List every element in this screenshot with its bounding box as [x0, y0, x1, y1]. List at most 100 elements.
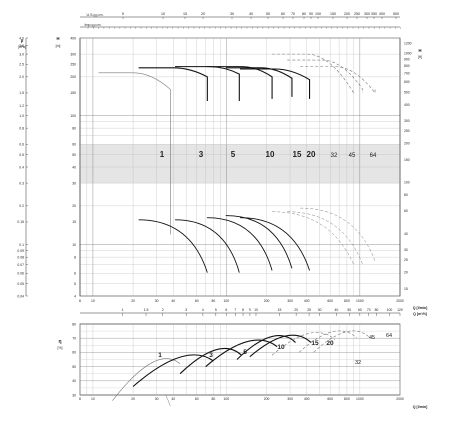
pressure-tick-label: 0.15	[17, 220, 24, 224]
eff-axis-title: [%]	[58, 346, 63, 350]
pressure-tick-label: 0.08	[17, 255, 24, 259]
top-tick-label: 60	[281, 12, 285, 16]
eff-x-tick-label: 200	[264, 397, 270, 401]
pressure-tick-label: 3.5	[19, 44, 24, 48]
pressure-tick-label: 0.4	[19, 165, 24, 169]
ft-tick-label: 900	[404, 57, 410, 61]
head-tick-label: 400	[70, 36, 76, 40]
head-tick-label: 250	[70, 63, 76, 67]
eff-series-label-20: 20	[326, 340, 334, 347]
eff-tick-label: 40	[72, 379, 76, 383]
eff-curve-20	[249, 334, 312, 358]
pressure-tick-label: 0.5	[19, 153, 24, 157]
m3h-tick-label: 10	[254, 308, 258, 312]
bottom-tick-label: 200	[264, 299, 270, 303]
eff-tick-label: 30	[72, 393, 76, 397]
bottom-tick-label: 80	[212, 299, 216, 303]
ft-tick-label: 30	[404, 248, 408, 252]
series-label-64: 64	[370, 153, 377, 159]
eff-curve-45	[298, 330, 358, 353]
m3h-tick-label: 8	[242, 308, 244, 312]
top-axis-usgpm-title: U.S.g.p.m.	[87, 13, 104, 17]
m3h-tick-label: 60	[358, 308, 362, 312]
ft-tick-label: 40	[404, 232, 408, 236]
bottom-tick-label: 400	[304, 299, 310, 303]
series-label-3: 3	[199, 150, 204, 159]
pressure-tick-label: 0.1	[19, 243, 24, 247]
m3h-axis-title: Q [m³/h]	[413, 312, 427, 316]
head-tick-label: 100	[70, 114, 76, 118]
eff-x-tick-label: 20	[131, 397, 135, 401]
eff-x-tick-label: 100	[224, 397, 230, 401]
head-tick-label: 15	[72, 220, 76, 224]
eff-x-tick-label: 800	[344, 397, 350, 401]
pressure-tick-label: 1.5	[19, 91, 24, 95]
pressure-tick-label: 0.06	[17, 272, 24, 276]
bottom-tick-label: 30	[155, 299, 159, 303]
top-axis-impgpm-title: Imp.g.p.m.	[85, 23, 102, 27]
top-tick-label: 250	[354, 12, 360, 16]
eff-series-label-64: 64	[386, 333, 392, 339]
top-tick-label: 150	[330, 12, 336, 16]
top-tick-label: 100	[315, 12, 321, 16]
pressure-tick-label: 0.09	[17, 249, 24, 253]
top-tick-label: 15	[183, 12, 187, 16]
pressure-tick-label: 1.2	[19, 104, 24, 108]
ft-tick-label: 150	[404, 158, 410, 162]
m3h-tick-label: 9	[249, 308, 251, 312]
top-tick-label: 90	[309, 12, 313, 16]
lower-curve-15	[225, 215, 293, 269]
ft-tick-label: 250	[404, 129, 410, 133]
m3h-tick-label: 5	[215, 308, 217, 312]
eff-x-tick-label: 60	[195, 397, 199, 401]
eff-curve-3	[132, 354, 214, 387]
m3h-tick-label: 4	[202, 308, 204, 312]
pressure-tick-label: 2.5	[19, 63, 24, 67]
left-axis-head-symbol: H	[56, 36, 59, 41]
ft-tick-label: 600	[404, 80, 410, 84]
head-curve-64	[300, 66, 376, 94]
top-tick-label: 350	[371, 12, 377, 16]
left-axis-head-title: [m]	[56, 44, 61, 48]
eff-x-tick-label: 400	[304, 397, 310, 401]
pressure-tick-label: 4.0	[19, 36, 24, 40]
pressure-tick-label: 2.0	[19, 75, 24, 79]
head-tick-label: 30	[72, 181, 76, 185]
eff-x-tick-label: 8	[79, 397, 81, 401]
bottom-tick-label: 800	[344, 299, 350, 303]
top-tick-label: 10	[161, 12, 165, 16]
top-tick-label: 50	[266, 12, 270, 16]
eff-tick-label: 70	[72, 337, 76, 341]
m3h-tick-label: 80	[375, 308, 379, 312]
pressure-tick-label: 0.3	[19, 181, 24, 185]
top-tick-label: 500	[393, 12, 399, 16]
series-label-32: 32	[331, 153, 338, 159]
right-axis-title: [ft]	[418, 55, 422, 59]
series-label-10: 10	[266, 150, 275, 159]
top-tick-label: 5	[122, 12, 124, 16]
eff-curve-64	[313, 330, 371, 353]
head-tick-label: 60	[72, 143, 76, 147]
eff-series-label-32: 32	[355, 360, 361, 366]
ft-tick-label: 1000	[404, 52, 412, 56]
head-tick-label: 200	[70, 75, 76, 79]
top-tick-label: 300	[364, 12, 370, 16]
eff-x-tick-label: 40	[171, 397, 175, 401]
series-label-15: 15	[293, 150, 302, 159]
bottom-tick-label: 300	[287, 299, 293, 303]
left-axis-pressure-title: [kPa]	[18, 45, 26, 49]
pressure-tick-label: 0.8	[19, 126, 24, 130]
eff-curve-10	[205, 339, 278, 368]
eff-series-label-45: 45	[369, 335, 375, 341]
lower-curve-20	[240, 217, 310, 271]
head-tick-label: 6	[74, 272, 76, 276]
top-tick-label: 40	[249, 12, 253, 16]
ft-tick-label: 500	[404, 90, 410, 94]
top-tick-label: 200	[344, 12, 350, 16]
head-tick-label: 40	[72, 165, 76, 169]
bottom-tick-label: 100	[224, 299, 230, 303]
m3h-tick-label: 50	[347, 308, 351, 312]
head-curve-3	[138, 67, 208, 101]
bottom-axis-title: Q [l/min]	[413, 306, 428, 310]
eff-x-axis-title: Q [l/min]	[413, 405, 428, 409]
